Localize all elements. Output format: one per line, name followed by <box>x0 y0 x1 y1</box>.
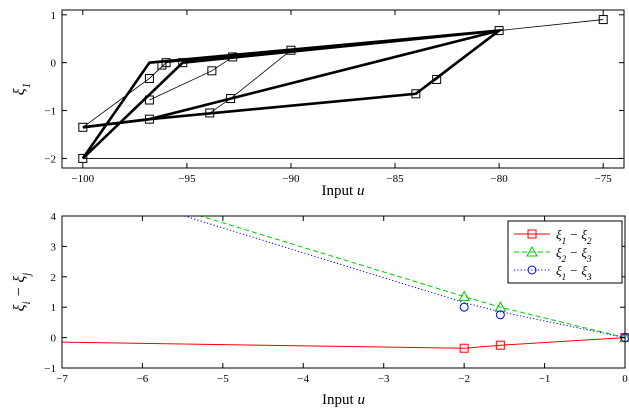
axes-box-2 <box>61 215 626 369</box>
x-tick-label: −4 <box>297 373 309 385</box>
data-point-square <box>78 122 88 132</box>
series-line-1-2 <box>81 29 500 160</box>
data-point-square <box>161 58 171 68</box>
x-tick-label: −90 <box>282 173 300 185</box>
y-axis-label-1: ξ1 <box>11 83 33 95</box>
y-tick-label: 1 <box>51 10 57 22</box>
x-tick-label: −100 <box>71 173 94 185</box>
series-line-2-1 <box>62 337 625 349</box>
y-tick-label: 3 <box>51 241 57 253</box>
data-point-2 <box>458 290 470 302</box>
data-point-square <box>228 52 238 62</box>
data-point-square <box>411 89 421 99</box>
data-point-square <box>144 73 154 83</box>
x-tick-label: 0 <box>622 373 628 385</box>
axes-box-1 <box>61 9 625 169</box>
data-point-square <box>144 114 154 124</box>
series-line-2-2 <box>198 216 625 339</box>
x-tick-label: −6 <box>137 373 149 385</box>
data-point-3 <box>459 302 469 312</box>
data-point-1 <box>459 343 469 353</box>
y-tick-label: 4 <box>51 211 57 223</box>
series-line-1-4 <box>149 56 233 101</box>
data-point-square <box>226 94 236 104</box>
data-point-square <box>598 15 608 25</box>
plot-area-2 <box>62 216 625 349</box>
y-tick-label: 1 <box>51 302 57 314</box>
x-tick-label: −95 <box>178 173 196 185</box>
data-point-square <box>78 153 88 163</box>
series-line-1-6 <box>415 19 604 95</box>
y-tick-label: 0 <box>51 58 57 70</box>
x-tick-label: −5 <box>217 373 229 385</box>
x-tick-label: −7 <box>56 373 68 385</box>
x-tick-label: −2 <box>458 373 470 385</box>
plot-area-1 <box>78 15 624 163</box>
data-point-1 <box>495 340 505 350</box>
legend-marker-2 <box>526 245 538 257</box>
x-tick-label: −85 <box>386 173 404 185</box>
data-point-3 <box>495 310 505 320</box>
data-point-square <box>144 95 154 105</box>
x-axis-label-2: Input u <box>322 392 365 408</box>
data-point-square <box>178 58 188 68</box>
x-axis-label-1: Input u <box>322 183 365 199</box>
y-tick-label: −2 <box>44 153 56 165</box>
legend-label-1: ξ1 − ξ2 <box>556 227 592 246</box>
legend-label-2: ξ2 − ξ3 <box>556 245 592 264</box>
y-tick-label: −1 <box>44 363 56 375</box>
x-tick-label: −80 <box>491 173 509 185</box>
data-point-square <box>207 66 217 76</box>
y-tick-label: −1 <box>44 106 56 118</box>
x-tick-label: −3 <box>378 373 390 385</box>
data-point-square <box>432 74 442 84</box>
data-point-square <box>286 45 296 55</box>
x-tick-label: −75 <box>595 173 613 185</box>
legend-label-3: ξ1 − ξ3 <box>556 263 592 282</box>
y-axis-label-2: ξi − ξj <box>11 273 33 312</box>
x-tick-label: −1 <box>539 373 551 385</box>
data-point-square <box>205 108 215 118</box>
series-line-1-5 <box>209 49 292 114</box>
y-tick-label: 0 <box>51 333 57 345</box>
legend-marker-3 <box>527 265 537 275</box>
data-point-square <box>494 26 504 36</box>
legend-marker-1 <box>527 229 537 239</box>
y-tick-label: 2 <box>51 272 57 284</box>
